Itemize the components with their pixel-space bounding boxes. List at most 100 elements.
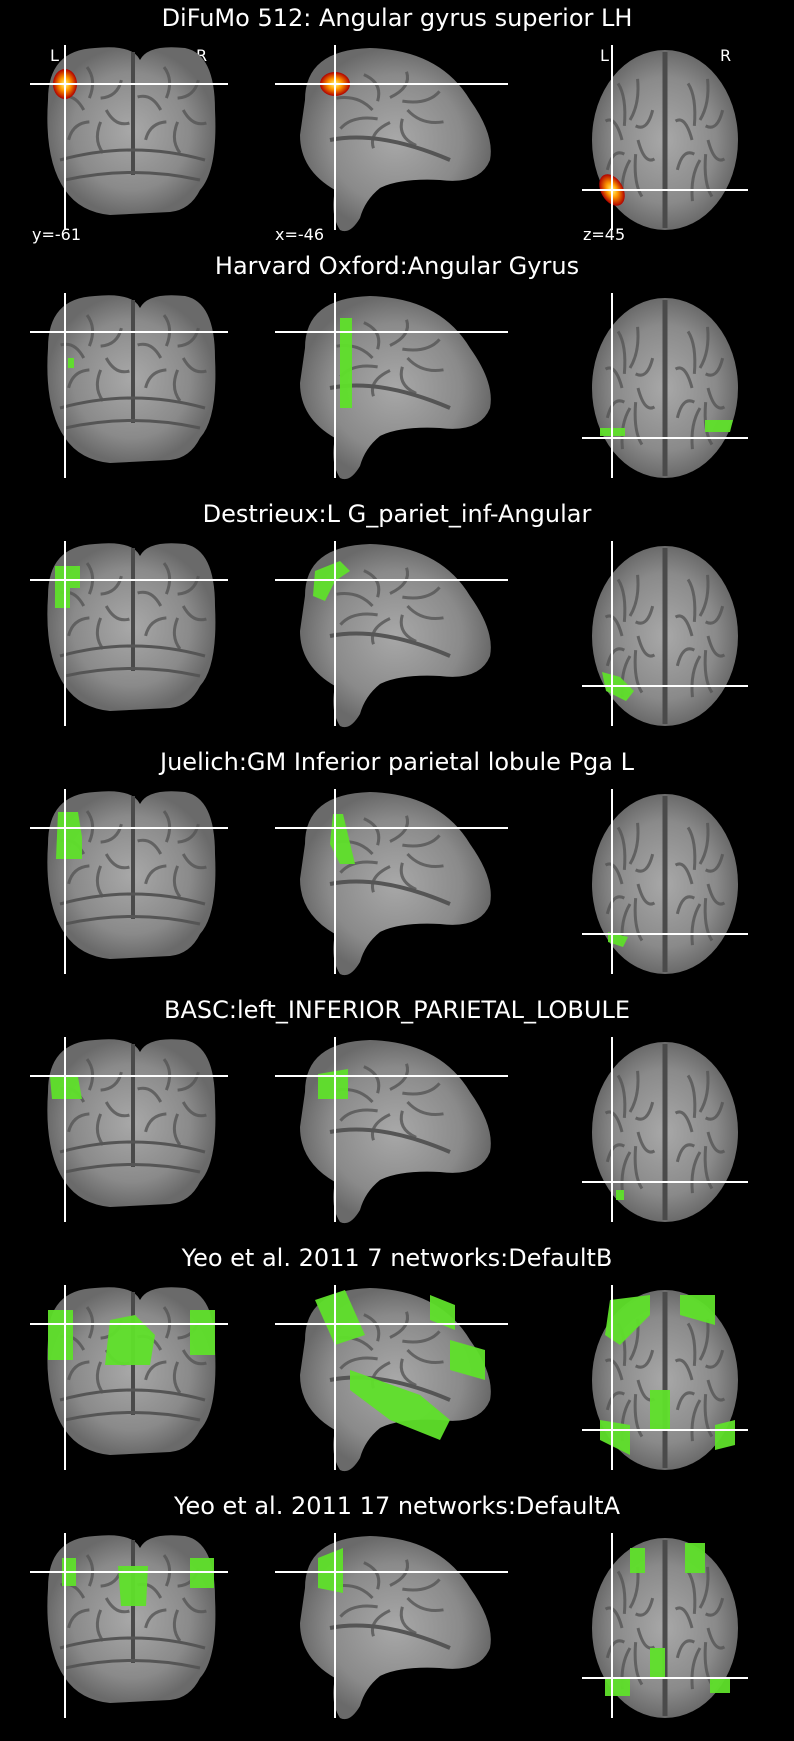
- axial-sulcus: [636, 139, 656, 162]
- sagittal-sylvian-fissure: [329, 1623, 451, 1650]
- axial-sulcus: [704, 853, 725, 873]
- axial-sulcus: [616, 826, 627, 870]
- sagittal-sulcus: [399, 862, 417, 891]
- axial-sulcus: [628, 326, 640, 369]
- coronal-sulcus: [181, 853, 207, 870]
- sagittal-sulcus: [363, 1065, 381, 1094]
- sagittal-sulcus: [402, 1330, 441, 1344]
- axial-sulcus: [698, 78, 710, 121]
- axial-sulcus: [703, 154, 714, 198]
- axial-sulcus: [706, 635, 726, 658]
- coronal-cerebellum-line: [59, 644, 206, 658]
- coronal-sulcus: [144, 1112, 167, 1133]
- axial-sulcus: [633, 154, 644, 198]
- sagittal-sulcus: [406, 1348, 444, 1364]
- sagittal-sulcus: [371, 121, 391, 149]
- axial-sulcus: [706, 139, 726, 162]
- coronal-atlas-region: [56, 812, 82, 859]
- coronal-sulcus: [162, 1306, 172, 1339]
- sagittal-sulcus: [399, 1606, 417, 1635]
- axial-sulcus: [703, 898, 714, 942]
- sagittal-sulcus: [371, 369, 391, 397]
- coronal-sulcus: [137, 94, 163, 111]
- axial-sulcus: [698, 1070, 710, 1113]
- axial-sulcus: [704, 1597, 725, 1617]
- coronal-sulcus: [104, 1597, 130, 1614]
- axial-sulcus: [628, 78, 640, 121]
- sagittal-sulcus: [406, 604, 444, 620]
- sagittal-sulcus: [402, 90, 441, 104]
- axial-sulcus: [636, 635, 656, 658]
- sagittal-sulcus: [339, 1356, 378, 1370]
- axial-cut-label: z=45: [583, 225, 626, 244]
- axial-atlas-region-precuneus: [650, 1390, 670, 1430]
- axial-sulcus: [686, 826, 697, 870]
- axial-sulcus: [686, 82, 697, 126]
- axial-sulcus: [604, 1110, 624, 1133]
- coronal-sulcus: [172, 1361, 182, 1394]
- axial-sulcus: [604, 1606, 624, 1629]
- coronal-sulcus: [172, 369, 182, 402]
- coronal-sulcus: [181, 605, 207, 622]
- coronal-sulcus: [85, 314, 95, 347]
- axial-sulcus: [628, 822, 640, 865]
- sagittal-sylvian-fissure: [329, 631, 451, 658]
- coronal-cerebellum-line: [64, 1163, 201, 1174]
- coronal-cerebellum-line: [59, 1140, 206, 1154]
- coronal-sulcus: [85, 1058, 95, 1091]
- coronal-cerebellum-line: [59, 396, 206, 410]
- coronal-sulcus: [67, 1112, 90, 1133]
- axial-sulcus: [675, 895, 696, 915]
- sagittal-cut-label: x=-46: [275, 225, 325, 244]
- coronal-cerebellum-line: [64, 171, 201, 182]
- axial-sulcus: [675, 647, 696, 667]
- sagittal-sulcus: [406, 108, 444, 124]
- axial-sulcus: [633, 650, 644, 694]
- orientation-left-label: L: [50, 46, 59, 65]
- row-title-basc: BASC:left_INFERIOR_PARIETAL_LOBULE: [164, 996, 630, 1024]
- axial-sulcus: [636, 387, 656, 410]
- coronal-cerebellum-line: [64, 1659, 201, 1670]
- axial-sulcus: [605, 895, 626, 915]
- sagittal-brain-outline: [300, 296, 491, 480]
- sagittal-sulcus: [389, 1559, 409, 1587]
- sagittal-atlas-region: [330, 814, 355, 864]
- coronal-sulcus: [144, 1608, 167, 1629]
- axial-sulcus: [706, 883, 726, 906]
- coronal-sulcus: [181, 1101, 207, 1118]
- coronal-sulcus: [177, 1071, 200, 1092]
- sagittal-sulcus: [389, 71, 409, 99]
- coronal-sulcus: [162, 562, 172, 595]
- coronal-cerebellum-line: [64, 1411, 201, 1422]
- row-title-harvard-oxford: Harvard Oxford:Angular Gyrus: [214, 252, 580, 280]
- axial-sulcus: [706, 1131, 726, 1154]
- axial-sulcus: [686, 578, 697, 622]
- coronal-cerebellum-line: [64, 419, 201, 430]
- coronal-sulcus: [144, 120, 167, 141]
- sagittal-sylvian-fissure: [329, 135, 451, 162]
- coronal-sulcus: [104, 605, 130, 622]
- coronal-sulcus: [104, 1101, 130, 1118]
- sagittal-brain-outline: [300, 1040, 491, 1224]
- axial-sulcus: [674, 118, 694, 141]
- sagittal-sulcus: [399, 366, 417, 395]
- coronal-sulcus: [144, 864, 167, 885]
- sagittal-atlas-region: [340, 318, 352, 408]
- axial-sulcus: [636, 1627, 656, 1650]
- axial-sulcus: [633, 402, 644, 446]
- axial-atlas-region-frontal-right: [680, 1295, 715, 1325]
- coronal-sulcus: [181, 109, 207, 126]
- axial-sulcus: [634, 1597, 655, 1617]
- coronal-sulcus: [144, 368, 167, 389]
- coronal-sulcus: [100, 79, 123, 100]
- axial-sulcus: [686, 1074, 697, 1118]
- sagittal-sulcus: [399, 1110, 417, 1139]
- axial-atlas-region-posterior-right: [710, 1678, 730, 1693]
- row-title-yeo17: Yeo et al. 2011 17 networks:DefaultA: [173, 1492, 621, 1520]
- sagittal-sulcus: [339, 116, 378, 130]
- coronal-cerebellum-line: [64, 667, 201, 678]
- coronal-sulcus: [67, 1360, 90, 1381]
- axial-sulcus: [605, 647, 626, 667]
- coronal-atlas-region-center: [105, 1315, 155, 1365]
- coronal-atlas-region: [55, 566, 80, 608]
